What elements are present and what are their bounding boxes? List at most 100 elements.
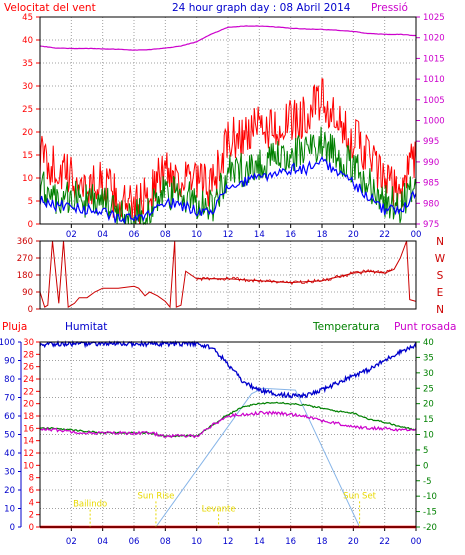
x-tick-label: 20 — [348, 537, 359, 547]
y-tick-label: 1015 — [423, 54, 445, 64]
rain-tick-label: 12 — [23, 449, 34, 459]
humidity-tick-label: 60 — [4, 412, 15, 422]
y-tick-label: 270 — [17, 254, 33, 264]
x-tick-label: 02 — [66, 230, 77, 240]
direction-frame — [39, 240, 417, 310]
graph-title: 24 hour graph day : 08 Abril 2014 — [172, 2, 351, 14]
x-tick-label: 00 — [411, 537, 422, 547]
rain-tick-label: 4 — [29, 498, 34, 508]
direction-y-axis: 0 90 180 270 360 — [17, 237, 40, 315]
x-tick-label: 04 — [97, 537, 108, 547]
temperature-tick-label: -10 — [423, 492, 437, 502]
compass-label: E — [437, 287, 444, 299]
y-tick-label: 0 — [28, 220, 33, 230]
y-tick-label: 980 — [423, 199, 439, 209]
humidity-tick-label: 10 — [4, 505, 15, 515]
humidity-tick-label: 70 — [4, 394, 15, 404]
y-tick-label: 985 — [423, 179, 439, 189]
x-tick-label: 22 — [379, 537, 390, 547]
y-tick-label: 990 — [423, 158, 439, 168]
sun-events: Bailindo Sun Rise Levante Sun Set — [73, 491, 377, 527]
pressure-y-axis: 975 980 985 990 995 1000 1005 1010 1015 1020 1025 — [416, 13, 445, 230]
humidity-tick-label: 20 — [4, 486, 15, 496]
rain-tick-label: 28 — [23, 350, 34, 360]
rain-tick-label: 14 — [23, 437, 34, 447]
x-tick-label: 12 — [223, 537, 234, 547]
x-tick-label: 04 — [97, 230, 108, 240]
rain-tick-label: 6 — [29, 486, 34, 496]
average-line — [39, 126, 417, 226]
temperature-tick-label: -20 — [423, 523, 437, 533]
humidity-line — [39, 339, 417, 399]
x-tick-label: 14 — [254, 537, 265, 547]
y-tick-label: 995 — [423, 137, 439, 147]
temperature-tick-label: 15 — [423, 415, 434, 425]
x-tick-label: 02 — [66, 537, 77, 547]
wind-frame — [39, 16, 417, 225]
pressure-label: Pressió — [371, 2, 408, 14]
y-tick-label: 360 — [17, 237, 33, 247]
x-tick-label: 06 — [129, 230, 140, 240]
wind-series — [39, 25, 417, 226]
humidity-grid — [40, 342, 416, 527]
rain-label: Pluja — [2, 321, 27, 333]
y-tick-label: 0 — [28, 305, 33, 315]
x-tick-label: 18 — [317, 537, 328, 547]
y-tick-label: 1000 — [423, 117, 445, 127]
humidity-tick-label: 50 — [4, 431, 15, 441]
y-tick-label: 30 — [22, 82, 33, 92]
x-tick-label: 22 — [379, 230, 390, 240]
pressure-line — [39, 25, 416, 51]
x-tick-label: 10 — [191, 230, 202, 240]
compass-label: S — [437, 270, 444, 282]
y-tick-label: 90 — [22, 288, 33, 298]
event-label: Sun Rise — [138, 491, 175, 501]
y-tick-label: 1010 — [423, 75, 445, 85]
rain-tick-label: 20 — [23, 400, 34, 410]
x-tick-label: 20 — [348, 230, 359, 240]
rain-tick-label: 8 — [29, 474, 34, 484]
compass-label: N — [436, 236, 444, 248]
temperature-label: Temperatura — [312, 321, 380, 333]
rain-tick-label: 26 — [23, 363, 34, 373]
temperature-tick-label: 40 — [423, 338, 434, 348]
x-tick-label: 12 — [223, 230, 234, 240]
y-tick-label: 35 — [22, 59, 33, 69]
x-tick-label: 08 — [160, 230, 171, 240]
y-tick-label: 40 — [22, 36, 33, 46]
y-tick-label: 15 — [22, 151, 33, 161]
compass-label: N — [436, 304, 444, 316]
direction-jitter — [196, 268, 393, 286]
dewpoint-label: Punt rosada — [394, 321, 456, 333]
rain-tick-label: 22 — [23, 387, 34, 397]
wind-speed-label: Velocitat del vent — [4, 2, 96, 14]
y-tick-label: 10 — [22, 174, 33, 184]
humidity-tick-label: 100 — [0, 338, 15, 348]
x-tick-label: 16 — [285, 230, 296, 240]
y-tick-label: 975 — [423, 220, 439, 230]
x-tick-label: 16 — [285, 537, 296, 547]
rain-tick-label: 30 — [23, 338, 34, 348]
x-tick-label: 00 — [411, 230, 422, 240]
humidity-tick-label: 80 — [4, 375, 15, 385]
humidity-tick-label: 30 — [4, 468, 15, 478]
y-tick-label: 1020 — [423, 34, 445, 44]
wind-y-axis: 0 5 10 15 20 25 30 35 40 45 — [22, 13, 40, 230]
y-tick-label: 20 — [22, 128, 33, 138]
x-tick-label: 18 — [317, 230, 328, 240]
y-tick-label: 5 — [28, 197, 33, 207]
rain-tick-label: 18 — [23, 412, 34, 422]
humidity-tick-label: 40 — [4, 449, 15, 459]
humidity-frame — [39, 341, 417, 528]
wind-x-axis: 02 04 06 08 10 12 14 16 18 20 22 00 — [66, 224, 421, 240]
rain-tick-label: 2 — [29, 511, 34, 521]
event-label: Sun Set — [343, 491, 376, 501]
x-tick-label: 10 — [191, 537, 202, 547]
temperature-tick-label: 25 — [423, 384, 434, 394]
temperature-tick-label: 20 — [423, 400, 434, 410]
